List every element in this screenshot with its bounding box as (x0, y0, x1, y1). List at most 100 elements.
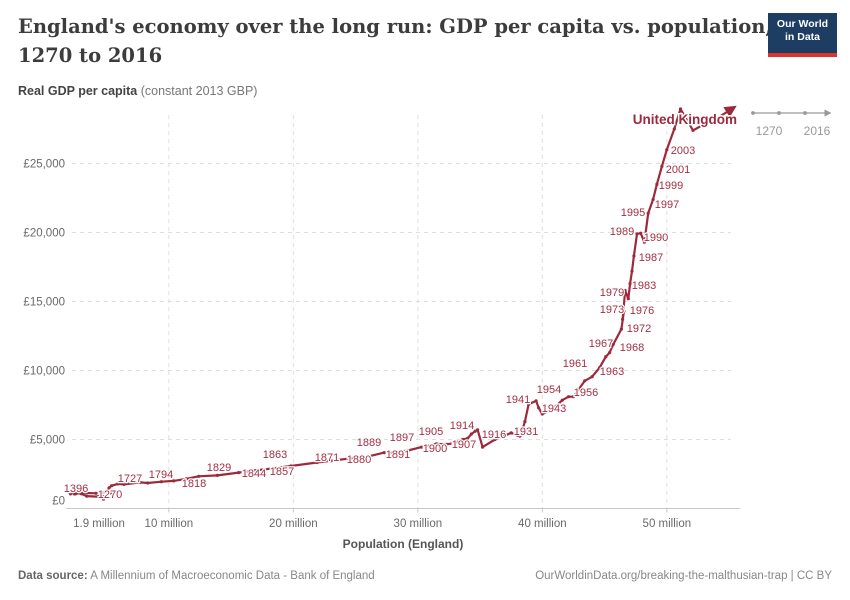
data-point (665, 148, 669, 152)
data-point (122, 482, 126, 486)
year-label-1897: 1897 (390, 432, 414, 444)
x-tick-label: 50 million (643, 518, 692, 530)
data-point (96, 494, 100, 499)
data-point (116, 482, 120, 486)
data-point (382, 451, 386, 455)
data-point (444, 442, 449, 446)
data-point (534, 399, 538, 403)
data-point (138, 480, 142, 484)
year-label-1999: 1999 (659, 180, 683, 192)
data-point (509, 431, 513, 435)
y-tick-label: £10,000 (23, 366, 65, 378)
x-tick-label: 10 million (145, 518, 194, 530)
year-label-1818: 1818 (182, 478, 206, 490)
data-point (598, 366, 602, 370)
y-tick-label: £20,000 (23, 228, 65, 240)
data-point (106, 489, 110, 493)
data-point (466, 436, 470, 440)
data-point (289, 464, 293, 468)
timeline-dot-0 (751, 111, 755, 115)
data-point (315, 460, 319, 465)
timeline-dot-1 (777, 111, 781, 115)
year-label-1907: 1907 (452, 439, 476, 451)
year-label-1727: 1727 (118, 473, 142, 485)
year-label-1972: 1972 (627, 323, 651, 335)
data-point (85, 494, 89, 498)
data-point (553, 405, 557, 409)
year-label-1995: 1995 (621, 207, 645, 219)
data-source: Data source: A Millennium of Macroeconom… (18, 570, 375, 582)
chart-subtitle: Real GDP per capita (constant 2013 GBP) (18, 84, 257, 98)
data-point (560, 398, 564, 402)
year-label-1976: 1976 (630, 305, 654, 317)
year-label-2003: 2003 (671, 145, 695, 157)
data-point (80, 491, 84, 495)
data-point (349, 456, 353, 460)
year-label-1979: 1979 (600, 287, 624, 299)
timeline-start-label: 1270 (756, 124, 783, 138)
y-tick-label: £5,000 (30, 435, 65, 447)
data-point (520, 428, 525, 432)
data-source-label: Data source: (18, 570, 88, 582)
year-label-1270: 1270 (98, 489, 122, 501)
data-point (630, 269, 634, 273)
data-point (691, 128, 695, 132)
year-label-1968: 1968 (620, 342, 644, 354)
data-point (626, 297, 630, 301)
data-point (566, 395, 571, 399)
data-point (632, 254, 636, 258)
data-point (393, 450, 397, 455)
data-point (523, 420, 527, 424)
year-label-1900: 1900 (423, 443, 447, 455)
data-point (270, 466, 274, 471)
data-point (476, 428, 480, 432)
data-point (237, 471, 241, 475)
data-point (540, 412, 544, 416)
data-source-text: A Millennium of Macroeconomic Data - Ban… (87, 570, 375, 582)
data-point (515, 433, 520, 437)
year-label-1891: 1891 (386, 449, 410, 461)
data-point (329, 459, 333, 463)
year-label-1905: 1905 (419, 426, 443, 438)
data-point (473, 429, 477, 433)
data-point (406, 448, 410, 453)
data-point (608, 351, 612, 355)
year-label-2001: 2001 (666, 164, 690, 176)
year-label-1989: 1989 (610, 226, 634, 238)
data-point (110, 484, 114, 488)
year-label-1987: 1987 (639, 252, 663, 264)
data-point (94, 491, 98, 495)
owid-logo[interactable]: Our World in Data (768, 13, 837, 57)
data-point (672, 127, 676, 131)
data-point (619, 327, 624, 331)
attribution-link[interactable]: OurWorldinData.org/breaking-the-malthusi… (535, 570, 832, 582)
year-label-1396: 1396 (64, 483, 88, 495)
data-point (461, 437, 465, 442)
data-point (583, 379, 587, 383)
data-point (72, 492, 76, 496)
year-label-1857: 1857 (270, 466, 294, 478)
data-point (730, 107, 734, 111)
data-point (628, 282, 632, 286)
data-point (107, 486, 111, 490)
data-point (547, 409, 551, 413)
data-point (621, 317, 625, 321)
year-label-1880: 1880 (347, 454, 371, 466)
x-tick-label: 40 million (518, 518, 567, 530)
data-point (678, 107, 683, 111)
data-point (642, 240, 647, 244)
data-point (611, 342, 615, 346)
data-point (365, 455, 369, 459)
data-point (481, 445, 485, 449)
data-point (197, 474, 201, 478)
data-point (527, 402, 531, 406)
year-label-1997: 1997 (655, 199, 679, 211)
owid-logo-line-2: in Data (784, 31, 820, 43)
data-point (660, 164, 664, 168)
year-label-1967: 1967 (589, 338, 613, 350)
year-label-1954: 1954 (537, 384, 561, 396)
subtitle-metric: Real GDP per capita (18, 84, 138, 98)
year-label-1973: 1973 (600, 304, 624, 316)
